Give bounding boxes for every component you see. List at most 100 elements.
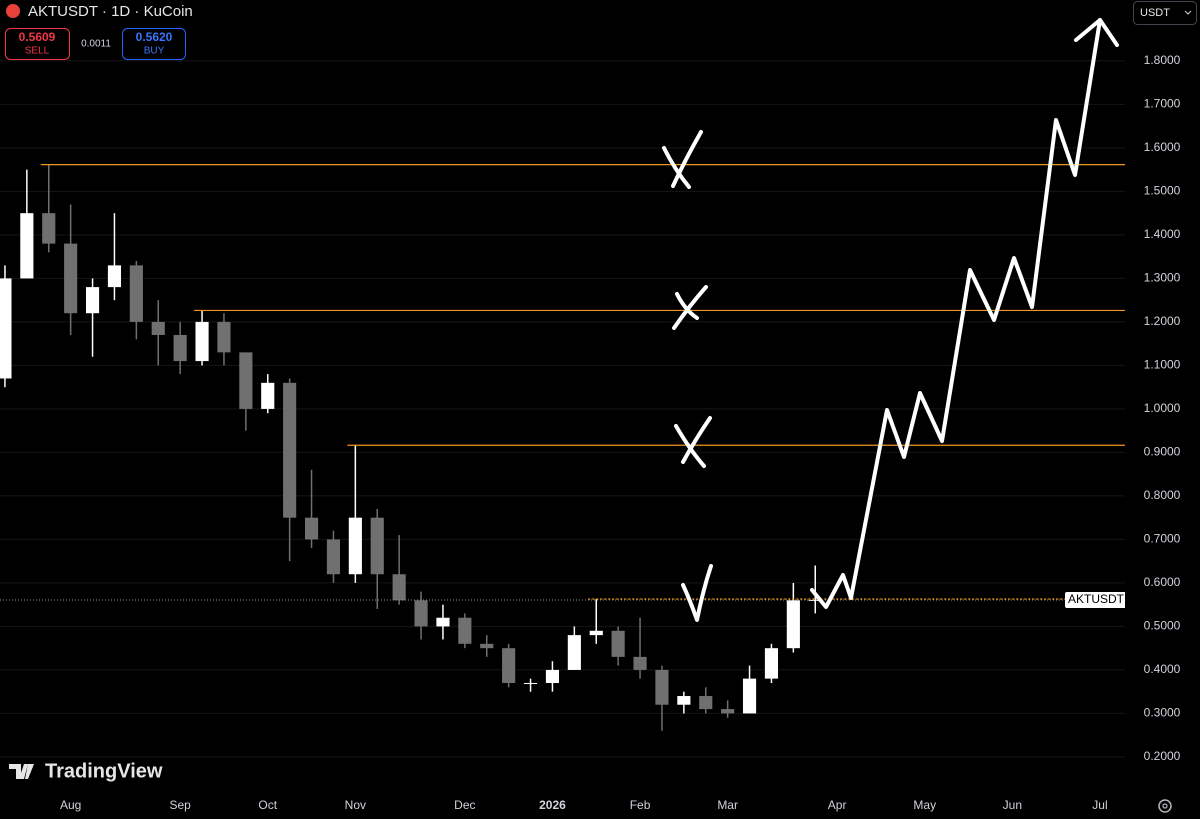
candle-body [808,599,822,601]
currency-dropdown[interactable] [1133,1,1197,25]
x-tick-label: Aug [60,798,81,812]
x-tick-label: 2026 [539,798,566,812]
gear[interactable] [1158,799,1172,813]
y-tick-label: 0.2000 [1144,749,1181,763]
x-tick-label: Feb [630,798,651,812]
spread: 0.0011 [81,39,111,50]
candle-body [195,321,209,362]
grid [0,60,1125,758]
sell-label: SELL [25,46,50,57]
candle-body [721,709,735,714]
candle-body [742,678,757,714]
cross-mark [672,285,708,330]
y-tick-label: 0.7000 [1144,532,1181,546]
tradingview-logo [9,764,34,779]
x-tick-label: Jun [1003,798,1022,812]
candle-body [786,600,800,649]
candle-body [348,517,362,575]
sell-button[interactable] [5,28,70,60]
last-symbol: AKTUSDT [1068,592,1125,606]
y-tick-label: 0.4000 [1144,662,1181,676]
symbol-title: AKTUSDT · 1D · KuCoin [28,3,193,20]
y-tick-label: 0.5000 [1144,619,1181,633]
candle-body [589,630,603,636]
candle-body [107,265,122,288]
dropdown-caret [1184,10,1192,15]
candle-body [304,517,319,540]
last-symbol-box [1065,591,1127,608]
x-tick-label: Oct [258,798,277,812]
y-tick-label: 0.8000 [1144,488,1181,502]
y-tick-label: 1.4000 [1144,227,1181,241]
candle-body [151,321,165,335]
candle-body [414,600,428,627]
candle-body [326,539,341,575]
y-tick-label: 1.0000 [1144,401,1181,415]
candle-body [699,696,713,710]
candle-body [545,669,560,683]
candle-body [567,635,581,670]
projection-arrowhead [1074,18,1119,47]
y-tick-label: 1.1000 [1144,358,1181,372]
buy-label: BUY [144,46,165,57]
candle-body [129,265,143,322]
candle-body [611,630,625,657]
buy-price: 0.5620 [136,30,173,44]
candle-body [85,287,100,314]
candles [0,164,822,731]
check-mark [681,564,713,622]
settings-icon[interactable] [1158,799,1172,813]
candle-body [283,382,297,518]
cross-mark [662,130,703,189]
y-tick-label: 1.8000 [1144,53,1181,67]
candle-body [436,617,450,627]
candle-body [261,382,275,409]
candle-body [42,213,56,244]
buy-button[interactable] [122,28,186,60]
candle-body [239,352,253,409]
currency-label: USDT [1140,7,1170,19]
y-tick-label: 1.7000 [1144,97,1181,111]
time-axis [0,790,1200,819]
projection-path [810,18,1102,609]
price-axis [1125,0,1200,819]
branding: TradingView [45,760,163,782]
candle-body [217,321,231,353]
x-tick-label: Sep [169,798,191,812]
candle-body [64,243,78,314]
annotations [662,18,1119,622]
candle-body [392,574,406,601]
candle-body [370,517,384,575]
candle-body [655,669,669,705]
candle-body [677,696,691,705]
candle-body [480,643,494,649]
y-tick-label: 0.3000 [1144,706,1181,720]
x-tick-label: Dec [454,798,475,812]
y-tick-label: 0.6000 [1144,575,1181,589]
candle-body [20,213,34,279]
exchange-icon [6,4,20,18]
candle-body [458,617,472,644]
y-tick-label: 0.9000 [1144,445,1181,459]
candle-body [173,334,187,362]
gear-center [1162,803,1168,809]
y-tick-label: 1.5000 [1144,184,1181,198]
y-tick-label: 1.6000 [1144,140,1181,154]
x-tick-label: Jul [1092,798,1107,812]
x-tick-label: Apr [828,798,847,812]
sell-price: 0.5609 [19,30,56,44]
y-tick-label: 1.3000 [1144,271,1181,285]
candle-body [0,278,12,379]
candle-body [502,648,516,683]
y-tick-label: 1.2000 [1144,314,1181,328]
x-tick-label: Nov [345,798,366,812]
candle-body [633,656,647,670]
x-tick-label: Mar [717,798,738,812]
candle-body [764,648,779,679]
cross-mark [674,416,712,468]
candle-body [523,682,538,684]
